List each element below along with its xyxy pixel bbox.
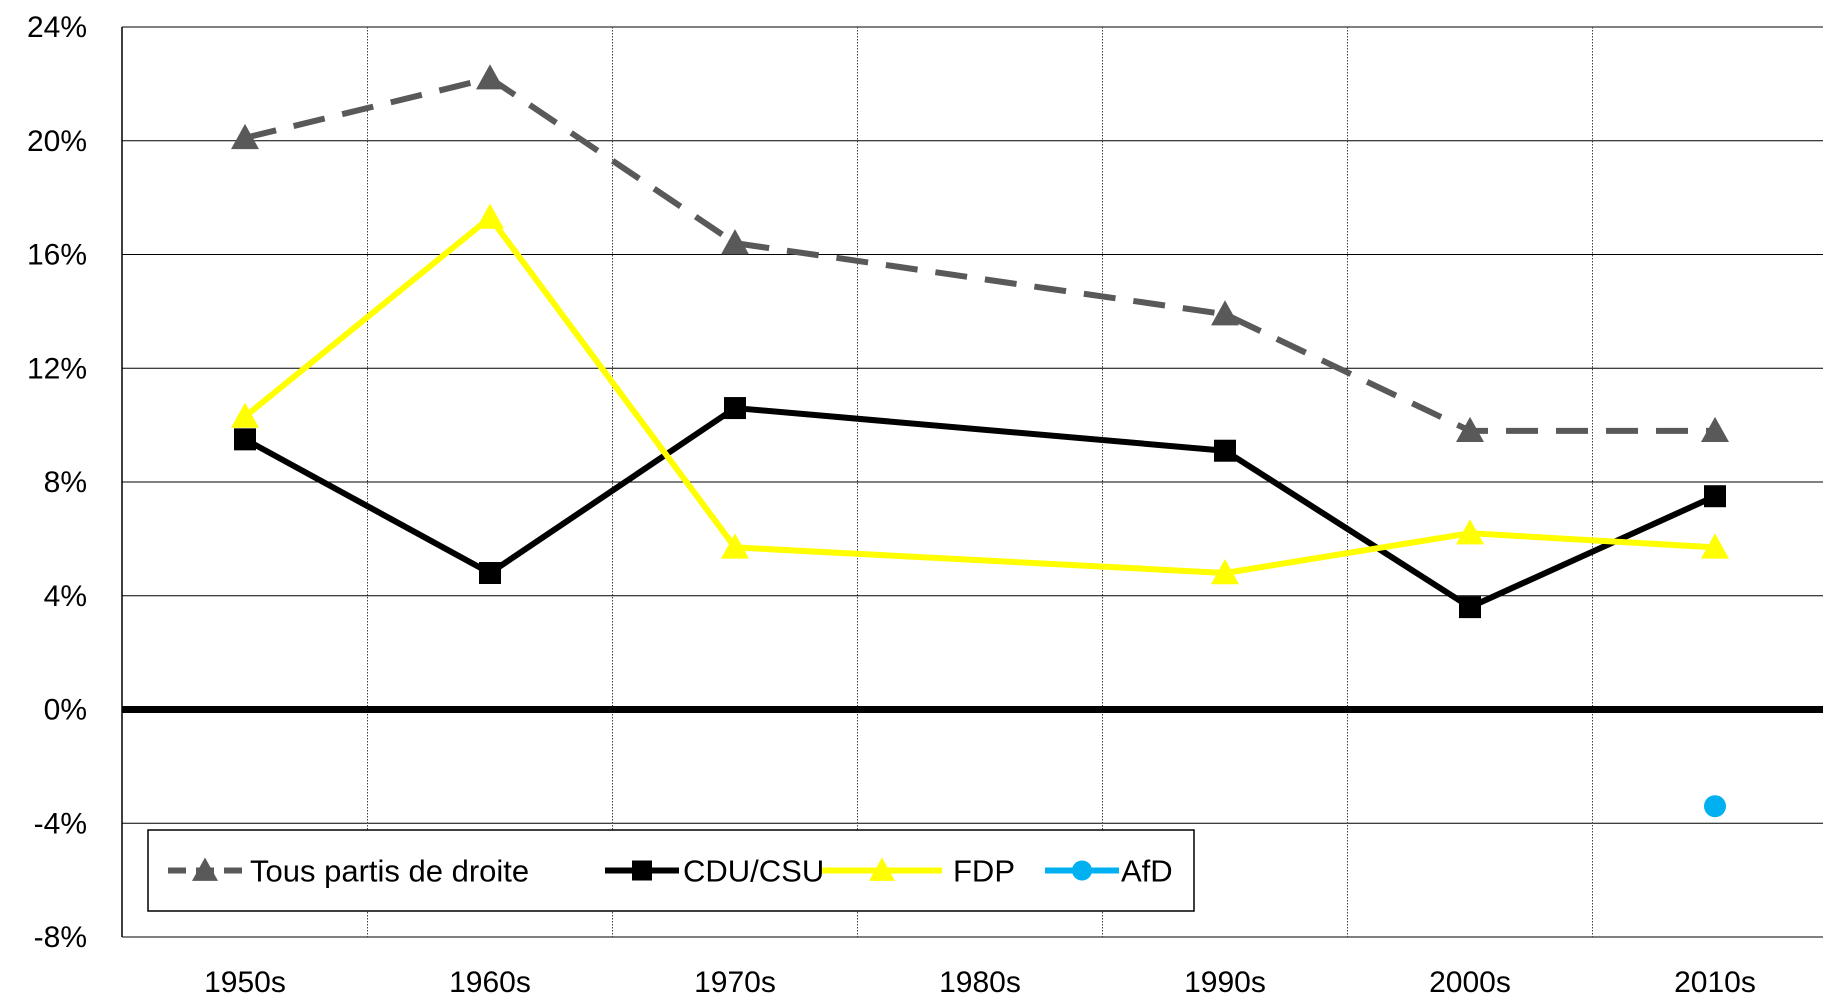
legend-marker	[869, 857, 895, 881]
data-point	[476, 64, 504, 90]
data-point	[231, 123, 259, 150]
data-point	[476, 203, 504, 229]
series-lines	[231, 64, 1729, 818]
legend-marker	[192, 857, 218, 881]
x-tick-label: 1990s	[1184, 966, 1266, 999]
y-tick-label: 8%	[44, 466, 87, 499]
x-tick-label: 1960s	[449, 966, 531, 999]
legend-label: AfD	[1121, 854, 1173, 889]
data-point	[1211, 300, 1239, 326]
x-tick-label: 1950s	[204, 966, 286, 999]
series-cdu-csu	[234, 397, 1726, 619]
data-point	[1701, 533, 1729, 559]
grid-lines	[122, 26, 1823, 938]
data-point	[1459, 596, 1481, 619]
series-tous-partis-de-droite	[231, 64, 1729, 443]
legend-marker	[1072, 860, 1092, 881]
legend-label: Tous partis de droite	[250, 854, 529, 889]
y-tick-label: 24%	[27, 11, 87, 44]
x-tick-label: 1980s	[939, 966, 1021, 999]
axes: -8% -4% 0% 4% 8% 12% 16% 20% 24% 1950s 1960s 1970s 1…	[27, 11, 1823, 999]
x-tick-label: 2000s	[1429, 966, 1511, 999]
data-point	[721, 229, 749, 255]
y-tick-label: 0%	[44, 694, 87, 727]
legend-label: CDU/CSU	[683, 854, 824, 889]
data-point	[231, 402, 259, 428]
series-line	[243, 405, 1717, 611]
data-point	[1211, 559, 1239, 585]
data-point	[1701, 416, 1729, 443]
data-point	[1214, 439, 1236, 462]
data-point	[1704, 795, 1726, 818]
legend-label: FDP	[953, 854, 1015, 889]
data-point	[721, 533, 749, 559]
data-point	[234, 428, 256, 451]
y-tick-label: 16%	[27, 239, 87, 272]
series-afd	[1704, 795, 1726, 818]
y-tick-label: 20%	[27, 125, 87, 158]
series-fdp	[231, 203, 1729, 585]
legend: Tous partis de droite CDU/CSU FDP AfD	[147, 829, 1195, 912]
y-tick-label: -4%	[34, 807, 87, 840]
data-point	[1456, 519, 1484, 545]
x-tick-label: 1970s	[694, 966, 776, 999]
legend-marker	[632, 860, 652, 881]
data-point	[479, 562, 501, 584]
series-line	[243, 214, 1716, 576]
x-tick-label: 2010s	[1674, 966, 1756, 999]
series-line	[244, 75, 1715, 434]
data-point	[724, 397, 746, 420]
data-point	[1456, 416, 1484, 443]
data-point	[1704, 485, 1726, 508]
y-tick-label: 4%	[44, 580, 87, 613]
y-tick-label: -8%	[34, 921, 87, 954]
y-tick-label: 12%	[27, 352, 87, 385]
